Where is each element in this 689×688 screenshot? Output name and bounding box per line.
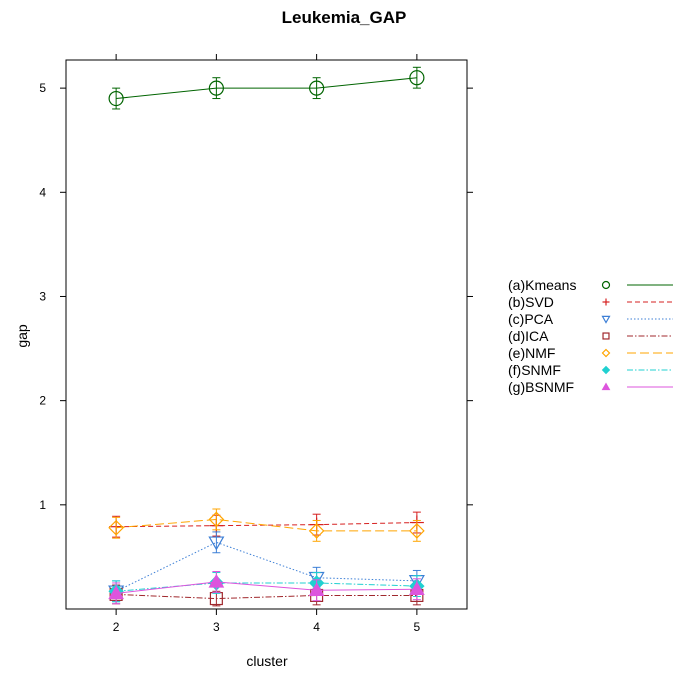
data-point — [108, 519, 124, 536]
plot-frame — [65, 59, 468, 610]
legend-label: (f)SNMF — [508, 362, 561, 378]
series-line — [116, 582, 417, 592]
data-point — [108, 585, 124, 600]
legend-item: (a)Kmeans — [508, 277, 673, 293]
data-point — [108, 90, 124, 107]
legend-marker — [601, 348, 611, 358]
legend-label: (e)NMF — [508, 345, 555, 361]
data-point — [208, 573, 225, 588]
legend-marker — [602, 332, 610, 340]
x-tick-label: 2 — [113, 620, 120, 634]
axis-ticks: 2 3 4 5 1 2 3 4 5 — [39, 54, 473, 634]
data-point — [208, 511, 225, 528]
legend-marker — [601, 280, 611, 290]
legend: (a)Kmeans(b)SVD(c)PCA(d)ICA(e)NMF(f)SNMF… — [508, 277, 673, 395]
series-line — [116, 77, 417, 100]
legend-item: (e)NMF — [508, 345, 673, 361]
y-axis-label: gap — [14, 324, 30, 348]
data-point — [208, 536, 225, 551]
data-point — [409, 581, 425, 595]
legend-item: (d)ICA — [508, 328, 673, 344]
chart-title: Leukemia_GAP — [282, 8, 407, 27]
legend-marker — [602, 298, 610, 306]
x-tick-label: 3 — [213, 620, 220, 634]
series-line — [116, 581, 417, 594]
series-1 — [108, 66, 425, 110]
legend-label: (d)ICA — [508, 328, 549, 344]
legend-label: (a)Kmeans — [508, 277, 576, 293]
series-3 — [108, 531, 425, 603]
data-point — [308, 582, 325, 596]
series-5 — [108, 508, 425, 542]
y-tick-label: 4 — [39, 185, 46, 199]
legend-label: (c)PCA — [508, 311, 554, 327]
x-tick-label: 5 — [414, 620, 421, 634]
data-point — [409, 70, 425, 86]
legend-marker — [601, 382, 611, 391]
legend-item: (g)BSNMF — [508, 379, 673, 395]
y-tick-label: 3 — [39, 289, 46, 303]
series-line — [115, 541, 417, 592]
legend-item: (f)SNMF — [508, 362, 673, 378]
data-point — [208, 80, 224, 96]
series-line — [116, 518, 417, 532]
series-7 — [108, 570, 425, 605]
legend-label: (g)BSNMF — [508, 379, 574, 395]
legend-marker — [601, 315, 611, 324]
legend-label: (b)SVD — [508, 294, 554, 310]
y-tick-label: 2 — [39, 394, 46, 408]
data-point — [409, 523, 425, 539]
legend-item: (c)PCA — [508, 311, 673, 327]
y-tick-label: 1 — [39, 498, 46, 512]
series-line — [116, 522, 417, 528]
legend-item: (b)SVD — [508, 294, 673, 310]
x-tick-label: 4 — [313, 620, 320, 634]
series-line — [116, 593, 417, 600]
x-axis-label: cluster — [246, 653, 288, 669]
series-4 — [109, 584, 424, 607]
y-tick-label: 5 — [39, 81, 46, 95]
data-point — [308, 523, 325, 539]
legend-marker — [601, 365, 611, 375]
series-layer — [108, 66, 425, 607]
data-point — [309, 80, 325, 96]
